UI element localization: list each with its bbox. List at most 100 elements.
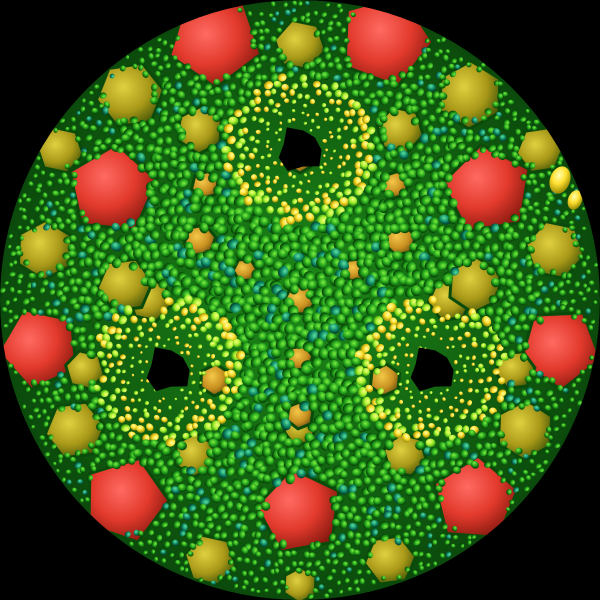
bead: [348, 522, 358, 532]
bead: [174, 335, 179, 340]
bead: [335, 107, 341, 113]
bead: [366, 72, 374, 81]
bead: [128, 343, 134, 349]
bead: [273, 161, 278, 166]
bead: [255, 164, 260, 168]
bead: [120, 424, 131, 432]
bead: [153, 414, 160, 421]
bead: [396, 574, 402, 581]
bead: [56, 178, 63, 185]
bead: [592, 300, 598, 305]
bead: [348, 456, 359, 467]
bead: [392, 99, 402, 110]
bead: [418, 409, 422, 415]
bead: [415, 440, 425, 451]
bead: [240, 65, 248, 74]
bead: [131, 434, 141, 444]
bead: [443, 450, 452, 460]
bead: [185, 247, 196, 260]
bead: [402, 161, 412, 172]
bead: [114, 387, 121, 394]
bead: [375, 397, 384, 405]
bead: [119, 354, 126, 360]
bead: [351, 357, 362, 367]
bead: [314, 197, 321, 204]
bead: [185, 78, 195, 87]
bead: [100, 389, 109, 398]
bead: [255, 495, 266, 504]
bead: [210, 311, 220, 322]
bead: [561, 423, 567, 429]
bead: [186, 423, 194, 432]
bead: [413, 213, 424, 225]
bead: [99, 433, 108, 443]
bead: [404, 407, 410, 413]
bead: [522, 469, 529, 476]
bead: [132, 448, 144, 458]
bead: [448, 405, 454, 410]
bead: [291, 118, 296, 122]
bead: [342, 561, 349, 568]
bead: [241, 106, 250, 114]
bead: [157, 408, 162, 414]
bead: [407, 169, 419, 180]
bead: [204, 430, 214, 440]
bead: [184, 406, 189, 411]
bead: [174, 190, 185, 201]
bead: [486, 376, 493, 383]
bead: [174, 81, 182, 90]
bead: [433, 279, 443, 289]
bead: [336, 99, 342, 106]
bead: [292, 175, 297, 179]
bead: [257, 392, 268, 403]
bead: [332, 56, 340, 64]
bead: [483, 244, 492, 254]
bead: [42, 205, 49, 213]
bead: [466, 146, 474, 155]
bead: [244, 449, 253, 458]
bead: [187, 106, 197, 117]
bead: [353, 538, 361, 546]
bead: [367, 363, 375, 371]
bead: [388, 345, 395, 352]
bead: [79, 498, 84, 503]
bead: [311, 205, 320, 215]
bead: [183, 295, 194, 305]
bead: [434, 106, 442, 114]
bead: [377, 449, 387, 460]
bead: [423, 163, 435, 173]
bead: [401, 205, 411, 215]
bead: [528, 313, 538, 322]
bead: [304, 11, 311, 18]
bead: [460, 543, 465, 549]
bead: [415, 465, 426, 474]
bead: [582, 226, 587, 231]
bead: [465, 355, 470, 360]
bead: [371, 528, 379, 537]
bead: [454, 313, 461, 320]
bead: [230, 431, 241, 441]
bead: [395, 321, 404, 330]
bead: [307, 422, 318, 432]
bead: [263, 28, 271, 35]
bead: [191, 400, 195, 404]
bead: [259, 465, 268, 474]
bead: [429, 171, 439, 182]
bead: [462, 425, 470, 433]
bead: [582, 296, 588, 302]
bead: [317, 370, 328, 380]
bead: [198, 267, 211, 278]
bead: [499, 401, 508, 412]
bead: [150, 249, 160, 260]
bead: [330, 551, 337, 558]
bead: [150, 549, 156, 555]
bead: [346, 383, 359, 394]
bead: [235, 275, 245, 287]
bead: [547, 280, 555, 288]
bead: [289, 284, 299, 295]
bead: [65, 317, 74, 325]
bead: [63, 393, 71, 402]
bead: [425, 552, 432, 560]
bead: [523, 284, 532, 294]
